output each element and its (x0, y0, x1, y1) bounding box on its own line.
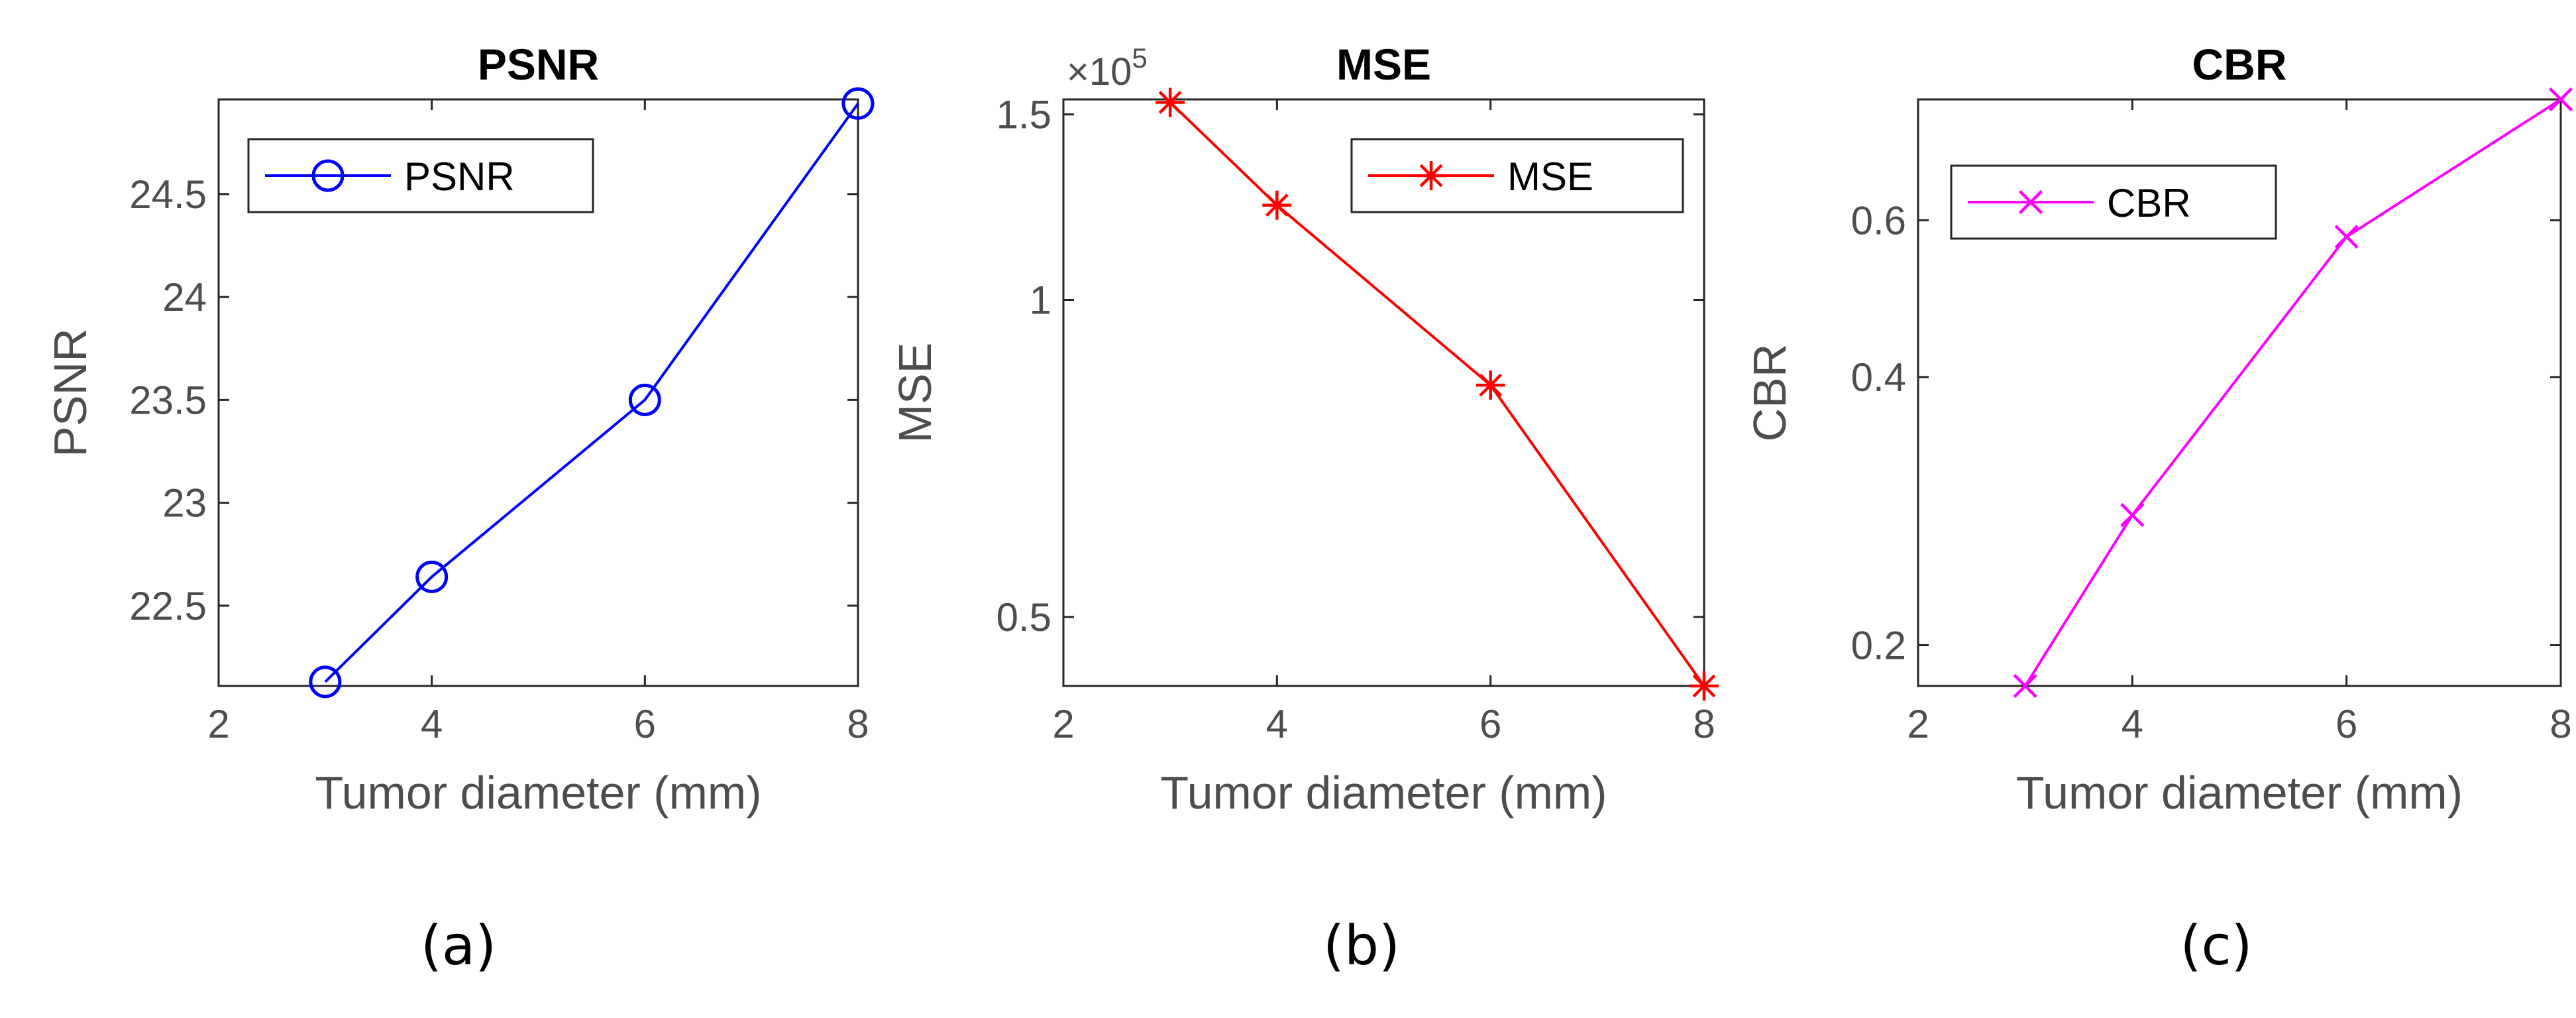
data-point (309, 665, 342, 699)
y-tick-label: 0.5 (996, 595, 1051, 640)
series-line-psnr (324, 103, 859, 683)
chart-panel-3: 2 4 6 8 0.2 0.4 0.6 CBR Tumor diameter (mm) CBR CB… (1744, 40, 2573, 819)
series-line-mse (1169, 101, 1705, 687)
y-tick-label: 0.4 (1851, 355, 1906, 400)
y-exponent-label: ×105 (1067, 42, 1148, 93)
x-tick-label: 6 (634, 702, 656, 746)
x-axis-label: Tumor diameter (mm) (2016, 767, 2463, 819)
y-axis-label: PSNR (44, 328, 96, 457)
data-point (2334, 225, 2359, 249)
subfigure-caption: (c) (2180, 915, 2252, 978)
y-axis-label: CBR (1744, 344, 1796, 442)
exponent-base: ×10 (1067, 50, 1132, 93)
legend-marker (2018, 190, 2043, 215)
x-tick-label: 6 (1479, 702, 1501, 746)
y-tick-label: 24.5 (129, 172, 207, 217)
x-tick-label: 4 (421, 702, 443, 746)
x-tick-label: 2 (1052, 702, 1074, 746)
data-point (2120, 503, 2145, 528)
x-tick-label: 8 (2549, 702, 2571, 746)
data-point (1476, 370, 1505, 400)
x-tick-label: 4 (2121, 702, 2143, 746)
chart-title: PSNR (478, 40, 599, 89)
x-tick-label: 2 (1907, 702, 1929, 746)
data-point (1155, 87, 1185, 117)
x-axis-label: Tumor diameter (mm) (315, 767, 761, 819)
data-point (2013, 673, 2037, 699)
x-tick-label: 8 (847, 702, 869, 746)
x-tick-label: 2 (207, 702, 229, 746)
data-point (841, 87, 875, 120)
y-tick-label: 1 (1030, 278, 1051, 322)
legend-marker (1417, 161, 1446, 190)
y-tick-label: 23.5 (129, 378, 207, 422)
y-tick-label: 0.2 (1851, 624, 1906, 668)
legend: MSE (1350, 138, 1684, 213)
y-tick-label: 1.5 (996, 93, 1051, 137)
exponent-power: 5 (1132, 42, 1147, 74)
legend-marker (311, 159, 345, 192)
legend-label: CBR (2107, 181, 2191, 225)
data-point (628, 383, 661, 416)
data-point (1690, 671, 1719, 701)
x-tick-label: 8 (1693, 702, 1715, 746)
data-point (1262, 190, 1292, 220)
x-axis-label: Tumor diameter (mm) (1160, 767, 1607, 819)
series-line-cbr (2023, 98, 2562, 687)
y-tick-label: 0.6 (1851, 198, 1906, 243)
chart-title: CBR (2192, 40, 2287, 89)
legend-label: MSE (1507, 154, 1593, 199)
legend: CBR (1950, 164, 2277, 240)
data-point (2548, 87, 2573, 112)
chart-panel-2: 2 4 6 8 0.5 1 1.5 ×105 MSE Tumor diameter (mm) MSE… (889, 40, 1719, 819)
chart-title: MSE (1336, 40, 1431, 89)
y-axis-label: MSE (889, 343, 941, 443)
subfigure-caption: (a) (421, 915, 496, 978)
y-tick-label: 23 (162, 481, 207, 526)
x-tick-label: 6 (2335, 702, 2357, 746)
y-tick-label: 22.5 (129, 584, 207, 628)
subfigure-caption: (b) (1323, 915, 1400, 978)
y-tick-label: 24 (162, 275, 207, 319)
x-tick-label: 4 (1266, 702, 1288, 746)
legend: PSNR (247, 138, 594, 213)
data-point (415, 560, 449, 593)
legend-label: PSNR (404, 154, 515, 199)
